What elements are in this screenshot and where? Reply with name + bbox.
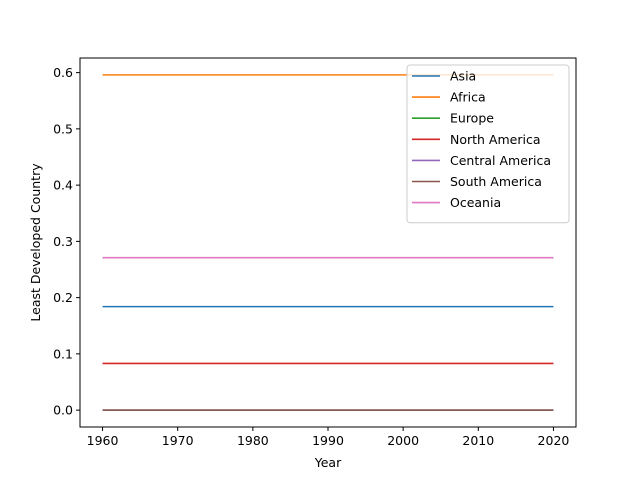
x-tick-label: 2000 <box>387 433 419 448</box>
legend-label: North America <box>450 132 541 147</box>
y-tick-label: 0.0 <box>53 403 73 418</box>
legend-label: Oceania <box>450 195 501 210</box>
y-tick-label: 0.3 <box>53 234 73 249</box>
y-axis: 0.0 0.1 0.2 0.3 0.4 0.5 0.6 <box>53 65 80 418</box>
x-axis-label: Year <box>314 455 342 470</box>
y-tick-label: 0.4 <box>53 178 73 193</box>
y-tick-label: 0.1 <box>53 346 73 361</box>
x-tick-label: 1970 <box>162 433 194 448</box>
x-tick-label: 1960 <box>87 433 119 448</box>
y-tick-label: 0.5 <box>53 121 73 136</box>
x-tick-label: 2020 <box>538 433 570 448</box>
y-axis-label: Least Developed Country <box>28 163 43 322</box>
y-tick-label: 0.6 <box>53 65 73 80</box>
x-axis: 1960 1970 1980 1990 2000 2010 2020 <box>87 427 570 448</box>
plot-area <box>102 74 554 411</box>
x-tick-label: 1980 <box>237 433 269 448</box>
legend-label: Asia <box>450 69 476 84</box>
legend-label: South America <box>450 174 542 189</box>
axes-frame <box>79 57 577 428</box>
legend-box <box>406 64 570 224</box>
legend-label: Africa <box>450 90 486 105</box>
y-tick-label: 0.2 <box>53 290 73 305</box>
legend: Asia Africa Europe North America Central Ame… <box>406 64 570 224</box>
legend-label: Europe <box>450 111 494 126</box>
legend-label: Central America <box>450 153 551 168</box>
x-tick-label: 1990 <box>312 433 344 448</box>
x-tick-label: 2010 <box>462 433 494 448</box>
